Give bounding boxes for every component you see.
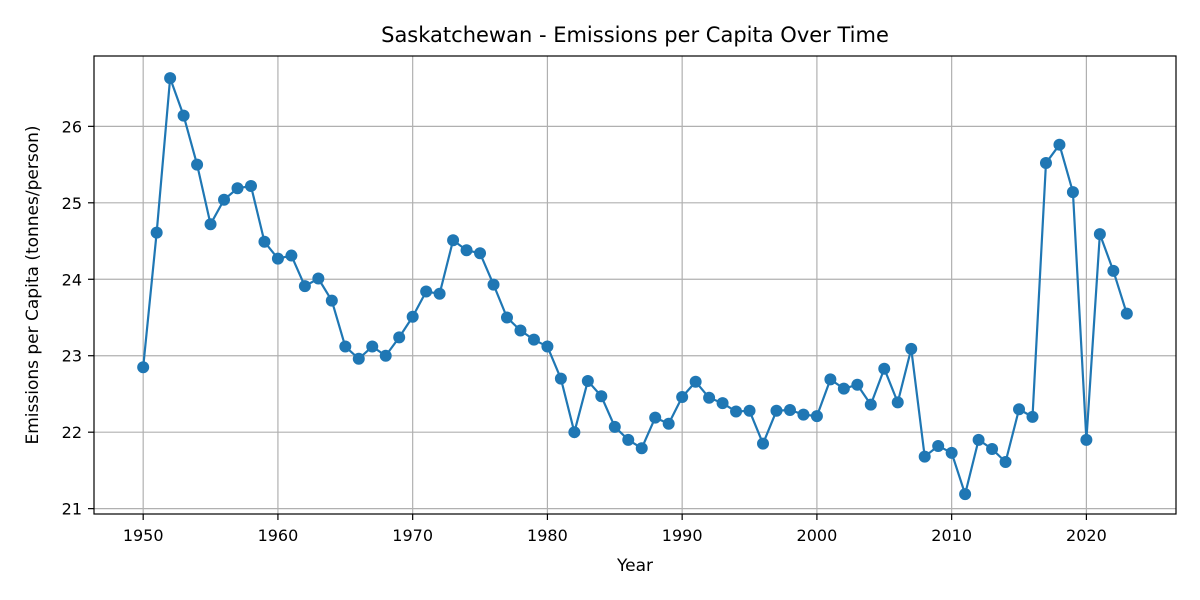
data-point xyxy=(474,247,487,260)
x-axis-label: Year xyxy=(616,556,653,576)
data-point xyxy=(757,437,770,450)
x-tick-label: 1970 xyxy=(392,526,433,545)
data-point xyxy=(864,398,877,411)
data-point xyxy=(581,374,594,387)
data-point xyxy=(1120,307,1133,320)
data-point xyxy=(716,397,729,410)
x-tick-label: 1980 xyxy=(527,526,568,545)
data-point xyxy=(905,342,918,355)
x-tick-label: 1950 xyxy=(123,526,164,545)
data-point xyxy=(244,179,257,192)
data-point xyxy=(325,294,338,307)
data-point xyxy=(810,410,823,423)
data-point xyxy=(945,446,958,459)
x-tick-label: 1960 xyxy=(258,526,299,545)
data-point xyxy=(743,404,756,417)
data-point xyxy=(150,226,163,239)
data-point xyxy=(137,361,150,374)
x-tick-label: 2000 xyxy=(797,526,838,545)
data-point xyxy=(824,373,837,386)
data-point xyxy=(460,244,473,257)
data-point xyxy=(527,333,540,346)
data-point xyxy=(191,158,204,171)
data-point xyxy=(689,375,702,388)
data-point xyxy=(218,193,231,206)
x-tick-label: 2020 xyxy=(1066,526,1107,545)
y-tick-label: 21 xyxy=(62,500,82,519)
y-tick-label: 22 xyxy=(62,423,82,442)
data-point xyxy=(972,433,985,446)
data-point xyxy=(1026,410,1039,423)
axis-ticks: 1950 1960 1970 1980 1990 2000 2010 2020 21 22 23 24… xyxy=(62,117,1107,545)
data-point xyxy=(420,285,433,298)
data-point xyxy=(298,280,311,293)
data-point xyxy=(393,331,406,344)
data-point xyxy=(1080,433,1093,446)
data-point xyxy=(366,340,379,353)
data-point xyxy=(258,235,271,248)
y-tick-label: 25 xyxy=(62,194,82,213)
data-point xyxy=(204,218,217,231)
data-point xyxy=(568,426,581,439)
x-tick-label: 1990 xyxy=(662,526,703,545)
data-point xyxy=(500,311,513,324)
data-point xyxy=(703,391,716,404)
chart-title: Saskatchewan - Emissions per Capita Over… xyxy=(381,23,889,47)
data-point xyxy=(352,352,365,365)
data-point xyxy=(271,252,284,265)
data-point xyxy=(595,390,608,403)
data-point xyxy=(662,417,675,430)
data-point xyxy=(770,404,783,417)
data-point xyxy=(514,324,527,337)
data-point xyxy=(164,72,177,85)
data-point xyxy=(837,382,850,395)
data-point xyxy=(541,340,554,353)
data-point xyxy=(649,411,662,424)
data-point xyxy=(730,405,743,418)
y-tick-label: 24 xyxy=(62,270,82,289)
data-point xyxy=(312,272,325,285)
data-point xyxy=(447,234,460,247)
data-point xyxy=(622,433,635,446)
data-point xyxy=(932,439,945,452)
data-point xyxy=(433,287,446,300)
data-point xyxy=(231,182,244,195)
series-markers-group xyxy=(137,72,1133,501)
data-point xyxy=(379,349,392,362)
data-point xyxy=(406,310,419,323)
data-point xyxy=(918,450,931,463)
data-point xyxy=(999,456,1012,469)
data-point xyxy=(1013,403,1026,416)
data-point xyxy=(554,372,567,385)
data-point xyxy=(891,396,904,409)
data-point xyxy=(177,109,190,122)
data-point xyxy=(487,278,500,291)
y-axis-label: Emissions per Capita (tonnes/person) xyxy=(23,125,43,444)
data-point xyxy=(676,391,689,404)
data-point xyxy=(986,443,999,456)
x-tick-label: 2010 xyxy=(931,526,972,545)
data-point xyxy=(851,378,864,391)
data-point xyxy=(339,340,352,353)
y-tick-label: 23 xyxy=(62,347,82,366)
data-point xyxy=(1107,264,1120,277)
data-point xyxy=(1053,138,1066,151)
data-point xyxy=(1093,228,1106,241)
data-point xyxy=(783,404,796,417)
data-point xyxy=(608,420,621,433)
data-point xyxy=(635,442,648,455)
data-point xyxy=(878,362,891,375)
grid xyxy=(94,56,1176,514)
data-point xyxy=(959,488,972,501)
data-point xyxy=(797,408,810,421)
plot-frame xyxy=(93,55,1177,515)
y-tick-label: 26 xyxy=(62,117,82,136)
data-point xyxy=(1039,157,1052,170)
data-point xyxy=(1066,186,1079,199)
data-point xyxy=(285,249,298,262)
